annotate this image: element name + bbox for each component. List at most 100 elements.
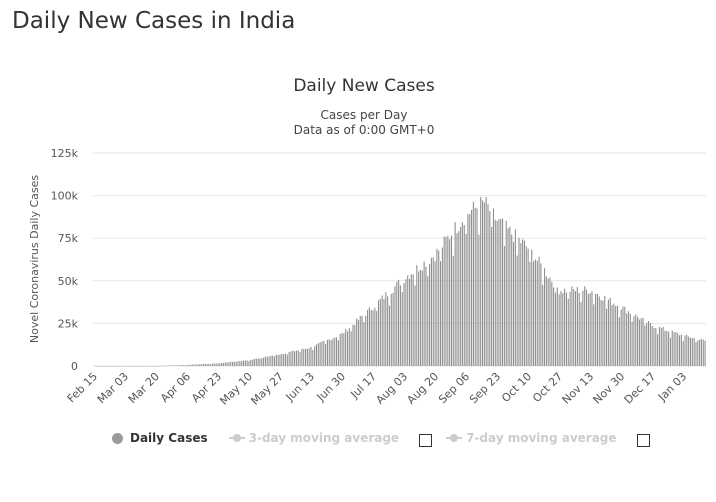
bar[interactable] [547, 278, 549, 367]
bar[interactable] [149, 365, 152, 367]
bar[interactable] [410, 274, 412, 366]
bar[interactable] [233, 361, 235, 366]
bar[interactable] [242, 360, 245, 366]
bar[interactable] [261, 358, 263, 366]
bar[interactable] [137, 365, 139, 367]
bar[interactable] [514, 229, 516, 366]
bar[interactable] [217, 363, 219, 366]
bar[interactable] [111, 365, 113, 367]
bar[interactable] [538, 256, 540, 366]
bar[interactable] [679, 335, 681, 366]
3-day-average-checkbox[interactable] [419, 433, 433, 447]
bar[interactable] [390, 293, 392, 366]
bar[interactable] [613, 303, 615, 366]
bar[interactable] [171, 365, 173, 366]
bar[interactable] [363, 322, 365, 366]
bar[interactable] [684, 335, 686, 366]
bar[interactable] [193, 364, 195, 366]
bar[interactable] [283, 354, 285, 366]
bar[interactable] [336, 337, 338, 366]
bar[interactable] [117, 365, 119, 367]
bar[interactable] [334, 337, 336, 366]
bar[interactable] [536, 260, 538, 366]
legend-item-daily-cases[interactable]: Daily Cases [112, 431, 208, 445]
bar[interactable] [173, 365, 175, 366]
bar[interactable] [450, 235, 453, 366]
bar[interactable] [292, 350, 294, 366]
bar[interactable] [545, 276, 547, 366]
bar[interactable] [398, 279, 400, 366]
bar[interactable] [305, 348, 307, 366]
bar[interactable] [394, 286, 396, 366]
bar[interactable] [290, 351, 292, 366]
bar[interactable] [640, 318, 642, 366]
bar[interactable] [565, 292, 567, 366]
bar[interactable] [257, 358, 259, 367]
bar[interactable] [633, 316, 635, 366]
bar[interactable] [576, 287, 578, 366]
bar[interactable] [458, 231, 460, 366]
bar[interactable] [598, 296, 600, 366]
bar[interactable] [286, 354, 288, 366]
bar[interactable] [224, 362, 226, 366]
bar[interactable] [230, 361, 232, 366]
bar[interactable] [146, 365, 148, 367]
bar[interactable] [250, 359, 252, 366]
bar[interactable] [215, 363, 217, 366]
bar[interactable] [520, 243, 522, 366]
bar[interactable] [419, 269, 422, 366]
bar[interactable] [113, 365, 115, 367]
bar[interactable] [591, 291, 593, 366]
bar[interactable] [463, 225, 465, 366]
bar[interactable] [498, 218, 500, 366]
bar[interactable] [700, 338, 702, 366]
bar[interactable] [326, 339, 328, 366]
bar[interactable] [142, 365, 144, 367]
bar[interactable] [266, 356, 268, 366]
bar[interactable] [549, 277, 551, 366]
bar[interactable] [346, 331, 349, 366]
bar[interactable] [135, 365, 137, 367]
bar[interactable] [505, 220, 507, 366]
bar[interactable] [206, 364, 208, 366]
bar[interactable] [518, 237, 520, 366]
bar[interactable] [618, 317, 620, 366]
bar[interactable] [308, 348, 310, 366]
bar[interactable] [177, 365, 179, 366]
bar[interactable] [697, 340, 699, 366]
bar[interactable] [343, 333, 345, 366]
bar[interactable] [273, 356, 276, 366]
bar[interactable] [341, 333, 343, 366]
bar[interactable] [551, 282, 553, 366]
bar[interactable] [248, 360, 250, 366]
bar[interactable] [485, 197, 487, 366]
bar[interactable] [191, 364, 193, 366]
bar[interactable] [246, 360, 248, 366]
bar[interactable] [281, 353, 283, 366]
bar[interactable] [392, 292, 394, 366]
bar[interactable] [367, 309, 369, 366]
bar[interactable] [235, 362, 237, 366]
bar[interactable] [377, 300, 380, 366]
bar[interactable] [593, 304, 595, 366]
bar[interactable] [627, 311, 630, 366]
bar[interactable] [657, 334, 659, 366]
bar[interactable] [658, 326, 661, 366]
bar[interactable] [664, 330, 666, 366]
bar[interactable] [443, 236, 445, 366]
bar[interactable] [668, 331, 670, 366]
bar[interactable] [315, 344, 318, 366]
bar[interactable] [219, 363, 221, 366]
bar[interactable] [624, 306, 626, 366]
bar[interactable] [653, 328, 655, 366]
bar[interactable] [472, 201, 474, 366]
bar[interactable] [284, 353, 287, 366]
bar[interactable] [469, 214, 471, 366]
bar[interactable] [691, 338, 693, 366]
bar[interactable] [560, 291, 562, 366]
bar[interactable] [321, 341, 323, 366]
bar[interactable] [381, 295, 383, 367]
bar[interactable] [357, 319, 359, 366]
bar[interactable] [666, 330, 668, 366]
bar[interactable] [651, 325, 653, 366]
